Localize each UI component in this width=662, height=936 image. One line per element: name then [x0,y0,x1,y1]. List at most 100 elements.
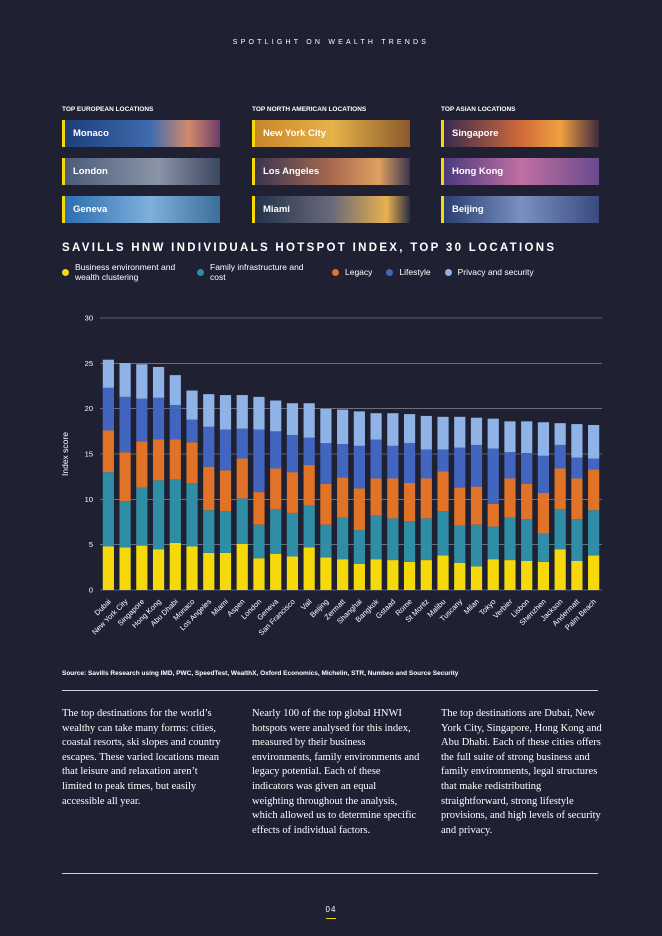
bar-segment [403,561,416,590]
location-heading: TOP EUROPEAN LOCATIONS [62,106,154,113]
y-tick-label: 30 [85,314,93,323]
y-tick-label: 0 [89,586,93,595]
rule [62,873,598,874]
y-tick-label: 10 [85,495,93,504]
rule [62,690,598,691]
bar-segment [102,359,114,388]
location-strip: London [62,158,220,185]
bar-segment [169,542,181,590]
bar-segment [320,443,332,484]
bar-segment [136,364,148,399]
location-strip: Singapore [441,120,599,147]
bar-segment [203,466,215,511]
bar-segment [470,417,483,445]
legend-swatch [444,268,452,276]
bar-segment [403,443,416,484]
legend-label: Business environment and wealth clusteri… [75,262,176,282]
bar-segment [136,545,148,590]
bar-segment [337,444,349,478]
bar-segment [571,424,583,458]
bar-segment [353,488,365,531]
bar-segment [353,411,365,446]
bar-segment [387,518,399,561]
y-axis-label: Index score [60,432,70,476]
y-tick-label: 25 [85,359,93,368]
bar-segment [504,517,516,561]
bar-segment [437,449,449,472]
location-strip: Los Angeles [252,158,410,185]
column-text: The top destinations are Dubai, New York… [441,708,602,836]
bar-segment [303,505,315,548]
bar-segment [370,478,382,516]
bar-segment [487,418,499,449]
bar-segment [353,445,365,489]
bar-segment [102,546,114,590]
bar-segment [387,560,399,590]
bar-segment [303,547,315,590]
legend-swatch [197,268,204,276]
bar-segment [353,530,365,564]
y-tick-label: 5 [89,540,93,549]
bar-segment [370,559,382,590]
bar-segment [253,396,265,430]
bar-segment [470,524,483,567]
bar-segment [286,472,299,513]
bar-segment [370,413,382,440]
legend-item: Privacy and security [444,267,534,277]
bar-segment [136,441,148,488]
bar-segment [454,562,466,590]
bar-segment [270,553,282,590]
bar-segment [353,563,365,590]
bar-segment [152,397,165,440]
bar-segment [554,423,566,445]
bar-segment [521,421,533,454]
bar-segment [169,375,181,406]
bar-segment [403,521,416,562]
bar-segment [136,487,148,546]
column-text: The top destinations for the world’s wea… [62,708,221,807]
bar-segment [320,557,332,590]
legend-item: Business environment and wealth clusteri… [62,262,183,282]
bar-segment [119,396,131,453]
bar-segment [119,363,131,397]
bar-segment [387,478,399,519]
bar-segment [152,480,165,550]
bar-segment [270,431,282,469]
bar-segment [253,492,265,525]
bar-segment [437,471,449,512]
bar-segment [303,437,315,465]
bar-segment [504,421,516,453]
legend-item: Legacy [332,267,372,277]
bar-segment [588,510,600,556]
page-number-line [326,918,336,919]
bar-segment [420,449,432,479]
bar-segment [571,478,583,520]
bar-segment [253,558,265,590]
bar-segment [521,519,533,561]
legend-label: Family infrastructure and cost [210,262,304,282]
legend-swatch [62,268,69,276]
bar-segment [320,483,332,525]
bar-segment [454,447,466,488]
bar-segment [236,458,248,499]
bar-segment [102,430,114,473]
bar-segment [554,549,566,590]
bar-segment [203,510,215,553]
legend-label: Legacy [345,267,373,277]
bar-segment [487,526,499,560]
source: Source: Savills Research using IMD, PWC,… [62,670,459,677]
bar-segment [102,387,114,431]
bar-segment [169,405,181,440]
bar-segment [219,470,232,512]
bar-segment [487,448,499,504]
location-heading: TOP ASIAN LOCATIONS [441,106,516,113]
bar-segment [219,552,232,590]
bar-segment [571,560,583,590]
bar-segment [420,415,432,450]
location-heading: TOP NORTH AMERICAN LOCATIONS [252,106,367,113]
bar-segment [470,444,483,487]
bar-segment [286,512,299,557]
column-text: Nearly 100 of the top global HNWI hotspo… [252,708,420,836]
bar-segment [303,403,315,438]
